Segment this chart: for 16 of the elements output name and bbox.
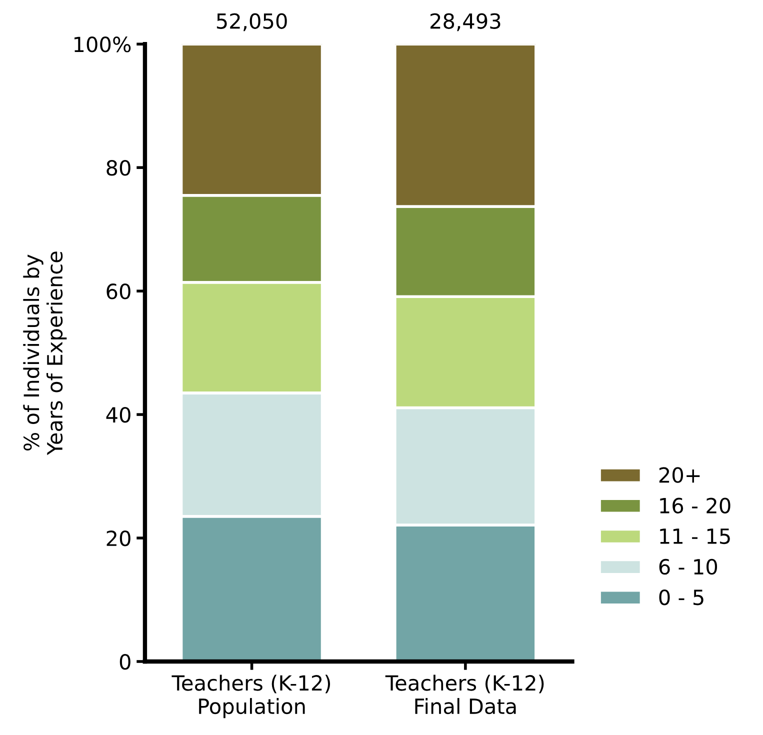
legend-label: 0 - 5 — [659, 589, 704, 606]
x-tick-label: Teachers (K-12) Population — [172, 674, 330, 718]
y-tick-label: 60 — [106, 284, 130, 300]
y-tick-label: 40 — [106, 406, 130, 423]
y-tick-label: 20 — [106, 530, 130, 546]
annotation: 52,050 — [216, 13, 287, 32]
legend-label: 16 - 20 — [660, 498, 730, 514]
annotation: 28,493 — [430, 13, 500, 32]
legend-label: 6 - 10 — [659, 558, 718, 575]
legend-label: 11 - 15 — [660, 528, 730, 544]
x-tick-label: Teachers (K-12) Final Data — [385, 674, 544, 714]
legend-label: 20+ — [659, 467, 700, 483]
y-tick-label: 0 — [120, 654, 130, 670]
y-tick-label: 80 — [106, 160, 130, 176]
y-axis-title: % of Individuals by Years of Experience — [23, 252, 67, 456]
y-tick-label: 100% — [74, 36, 131, 52]
